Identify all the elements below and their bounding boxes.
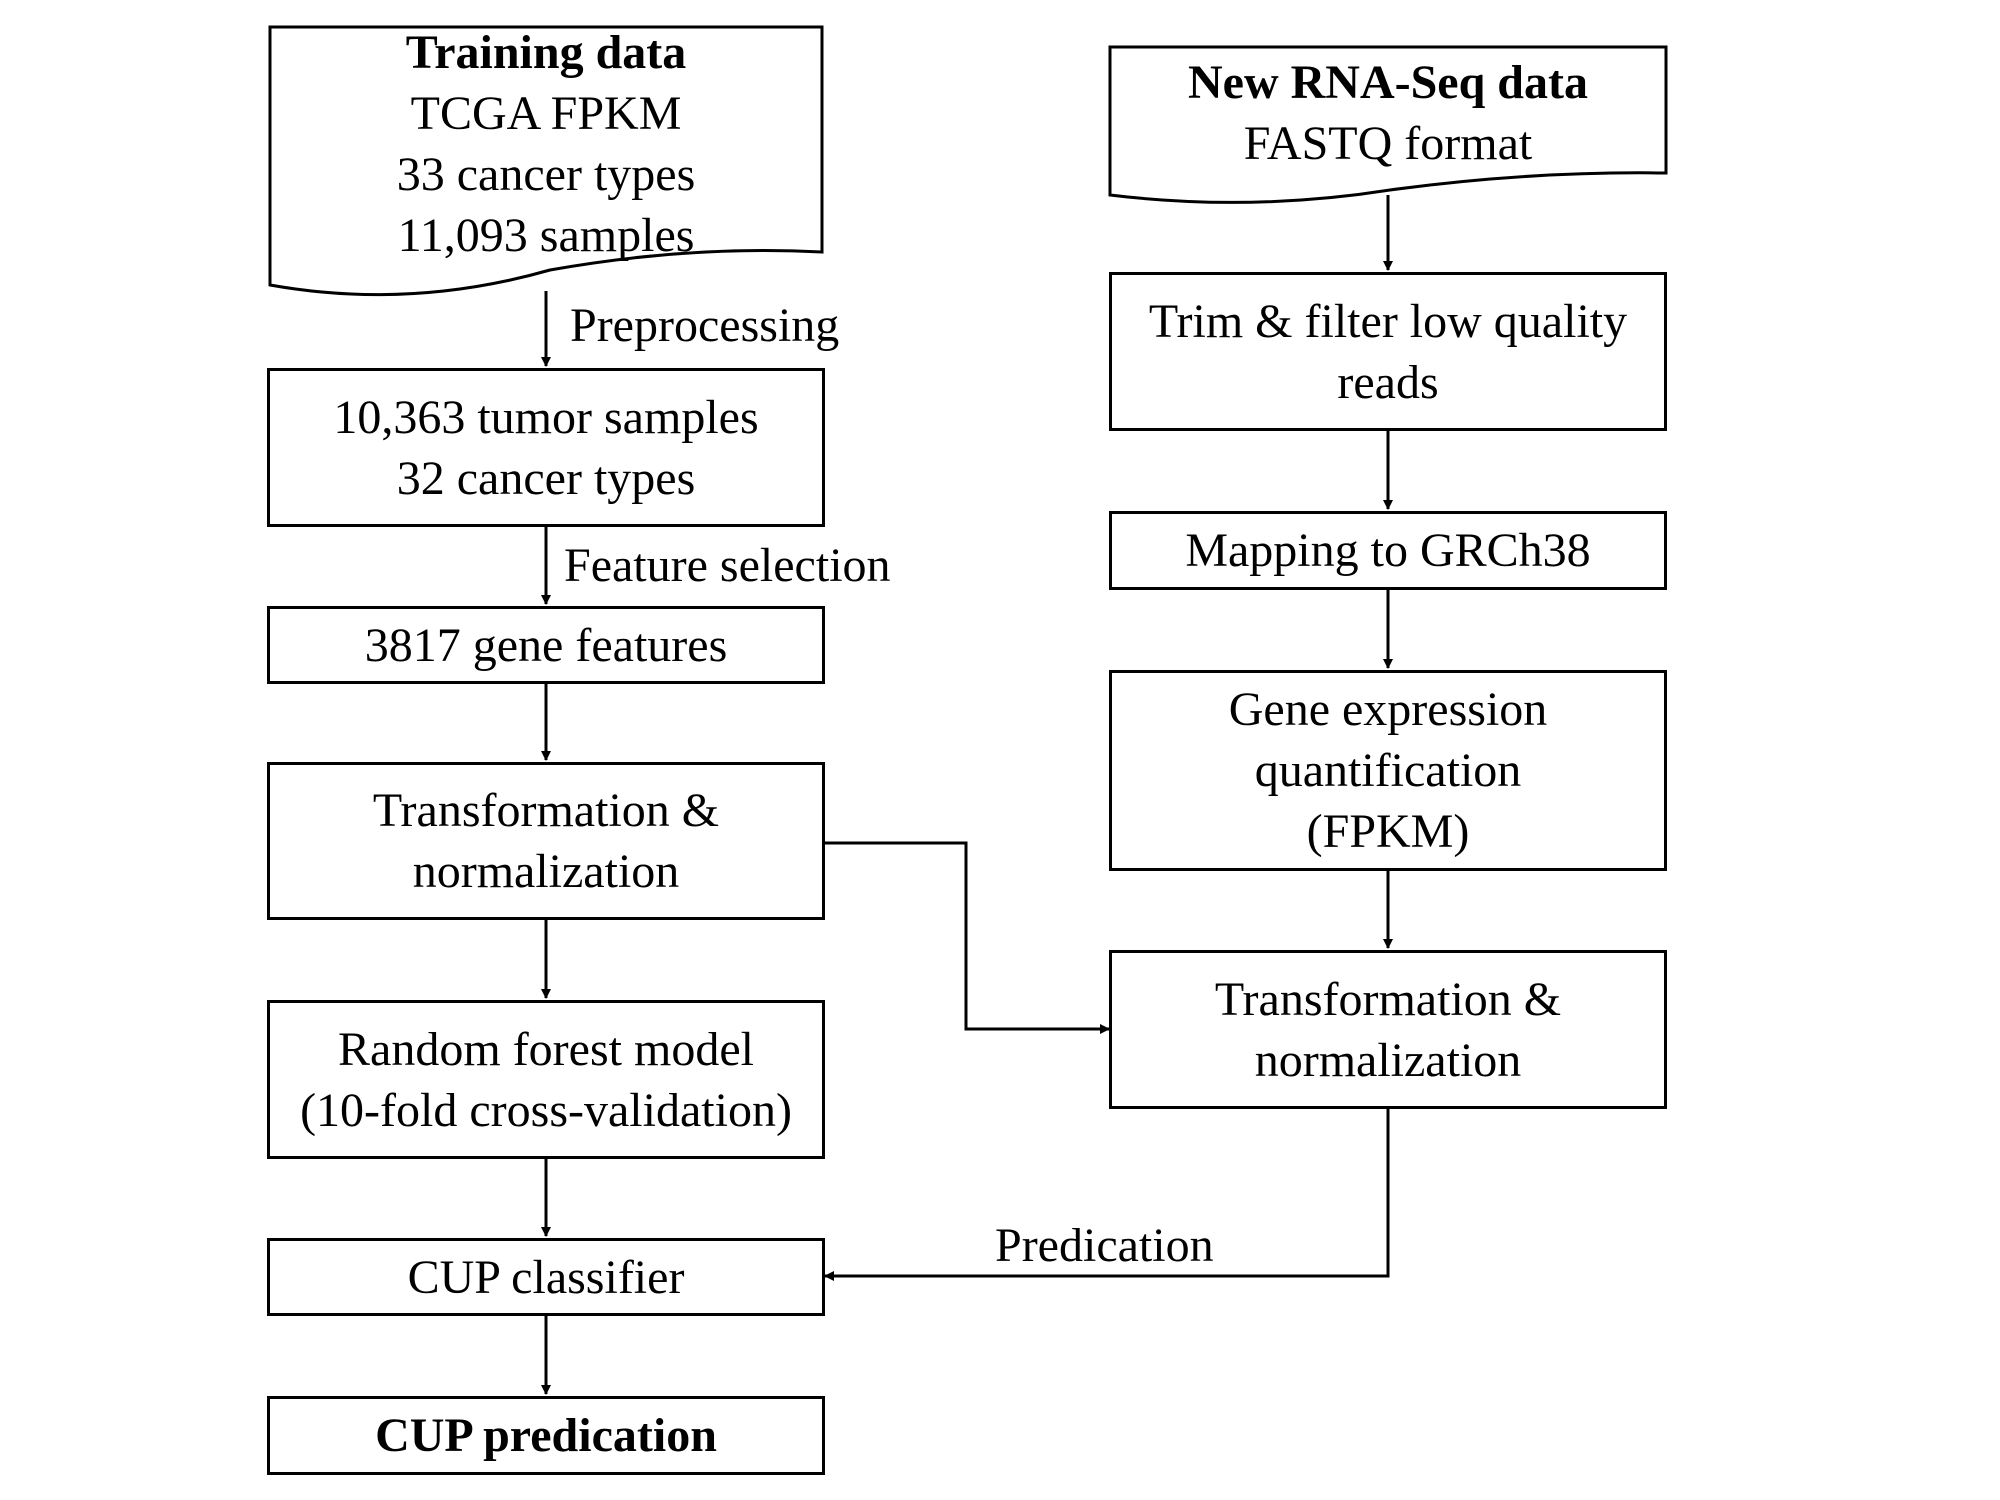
right-transformation-box: Transformation & normalization [1109,950,1667,1109]
training-data-title: Training data [405,26,687,79]
cup-classifier-text: CUP classifier [407,1250,685,1304]
left-transformation-line: Transformation & [372,784,720,837]
mapping-text: Mapping to GRCh38 [1185,524,1591,577]
predication-label: Predication [995,1219,1214,1272]
trim-filter-box: Trim & filter low quality reads [1109,272,1667,431]
left-transformation-line: normalization [412,845,680,898]
cup-classifier-box: CUP classifier [267,1238,825,1316]
mapping-box: Mapping to GRCh38 [1109,511,1667,590]
right-transformation-line: Transformation & [1214,972,1562,1026]
training-data-document-shape [268,25,824,297]
new-data-title: New RNA-Seq data [1188,56,1588,109]
random-forest-line: Random forest model [338,1022,754,1076]
preprocessing-label: Preprocessing [570,299,840,352]
gene-expression-box: Gene expression quantification (FPKM) [1109,670,1667,871]
tumor-samples-box: 10,363 tumor samples 32 cancer types [267,368,825,527]
cup-prediction-text: CUP predication [375,1409,717,1462]
left-transformation-box: Transformation & normalization [267,762,825,920]
gene-expression-line: (FPKM) [1306,805,1470,858]
random-forest-box: Random forest model (10-fold cross-valid… [267,1000,825,1159]
gene-expression-line: Gene expression [1228,683,1548,736]
training-data-document: Training data TCGA FPKM 33 cancer types … [270,22,822,266]
trim-filter-line: reads [1337,355,1439,409]
right-transformation-line: normalization [1254,1033,1522,1087]
tumor-samples-line: 32 cancer types [396,451,696,505]
random-forest-line: (10-fold cross-validation) [300,1083,792,1137]
gene-features-text: 3817 gene features [364,618,728,672]
arrow-left-transform-to-right-transform [822,841,1110,1034]
feature-selection-label: Feature selection [564,539,891,592]
cup-prediction-box: CUP predication [267,1396,825,1475]
new-data-document: New RNA-Seq data FASTQ format [1110,52,1666,174]
training-data-line: TCGA FPKM [410,87,682,140]
training-data-line: 33 cancer types [396,148,696,201]
training-data-line: 11,093 samples [397,209,695,262]
gene-expression-line: quantification [1254,744,1522,797]
trim-filter-line: Trim & filter low quality [1148,294,1628,348]
arrow-right-transform-to-classifier [824,1109,1390,1281]
new-data-line: FASTQ format [1243,117,1533,170]
tumor-samples-line: 10,363 tumor samples [333,390,759,444]
gene-features-box: 3817 gene features [267,606,825,684]
new-data-document-shape [1108,45,1668,204]
